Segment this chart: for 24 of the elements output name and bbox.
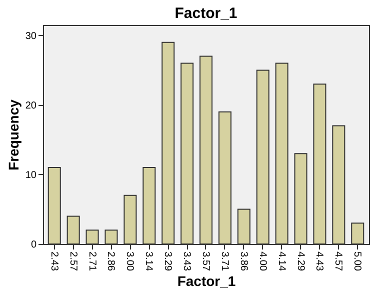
x-axis-title: Factor_1	[177, 272, 236, 289]
y-tick-label: 10	[25, 170, 37, 181]
x-tick-label: 4.14	[276, 252, 287, 272]
x-tick-label: 3.00	[124, 252, 136, 272]
x-tick-label: 4.57	[332, 252, 344, 272]
chart-title: Factor_1	[174, 5, 238, 22]
x-tick-label: 2.43	[48, 252, 60, 272]
y-tick-label: 0	[30, 240, 37, 250]
x-tick-label: 3.29	[162, 252, 174, 272]
y-tick-label: 30	[25, 30, 37, 42]
x-tick-label: 2.57	[67, 252, 78, 272]
x-tick-label: 3.71	[218, 252, 230, 272]
x-tick-label: 3.86	[238, 252, 249, 272]
y-axis-title: Frequency	[5, 99, 22, 170]
x-tick-label: 3.57	[200, 252, 211, 272]
y-tick-label: 20	[25, 100, 37, 112]
x-tick-label: 4.29	[294, 252, 306, 272]
x-tick-label: 5.00	[352, 252, 363, 272]
x-tick-label: 4.43	[314, 252, 325, 272]
x-tick-label: 4.00	[256, 252, 268, 272]
x-tick-label: 3.14	[143, 252, 154, 272]
x-tick-label: 2.86	[105, 252, 116, 272]
x-tick-label: 2.71	[86, 252, 98, 272]
x-tick-label: 3.43	[181, 252, 192, 272]
